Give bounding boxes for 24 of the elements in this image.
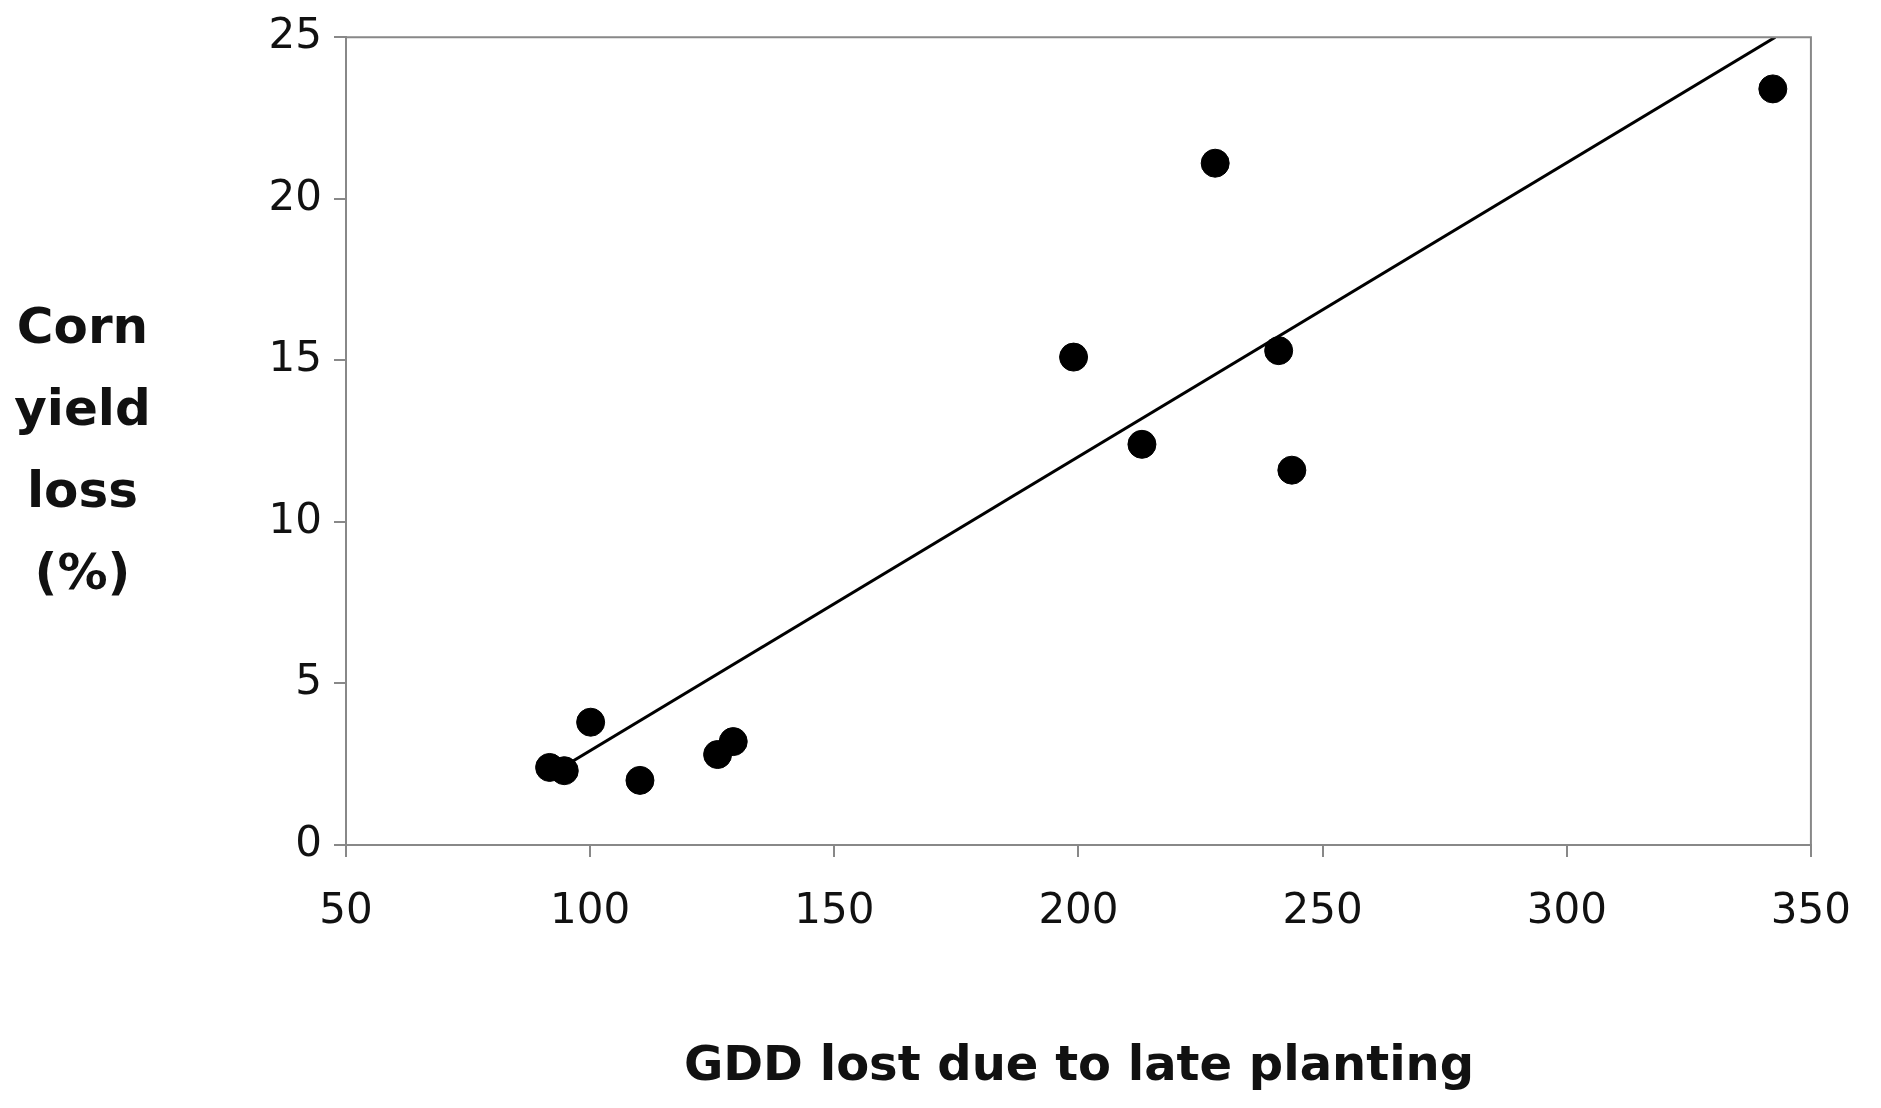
- x-tick-label: 100: [550, 884, 631, 934]
- x-tick-label: 50: [319, 884, 373, 934]
- x-tick-label: 350: [1770, 884, 1851, 934]
- y-tick-label: 5: [295, 655, 322, 705]
- point: [1059, 342, 1089, 372]
- x-tick-label: 200: [1038, 884, 1119, 934]
- x-axis-title: GDD lost due to late planting: [682, 1035, 1476, 1091]
- y-tick-label: 20: [268, 170, 322, 220]
- x-tick-label: 150: [794, 884, 875, 934]
- y-axis-title: Corn yield loss (%): [13, 296, 152, 603]
- point: [1277, 455, 1307, 485]
- point: [1758, 74, 1788, 104]
- y-tick-label: 0: [295, 816, 322, 866]
- y-tick-label: 15: [268, 332, 322, 382]
- point: [1127, 429, 1157, 459]
- y-tick-label: 10: [268, 493, 322, 543]
- point: [1200, 148, 1230, 178]
- y-tick-label: 25: [268, 9, 322, 59]
- x-tick-label: 250: [1282, 884, 1363, 934]
- point: [1264, 336, 1294, 366]
- x-tick-label: 300: [1526, 884, 1607, 934]
- point: [718, 727, 748, 757]
- point: [625, 765, 655, 795]
- point: [576, 707, 606, 737]
